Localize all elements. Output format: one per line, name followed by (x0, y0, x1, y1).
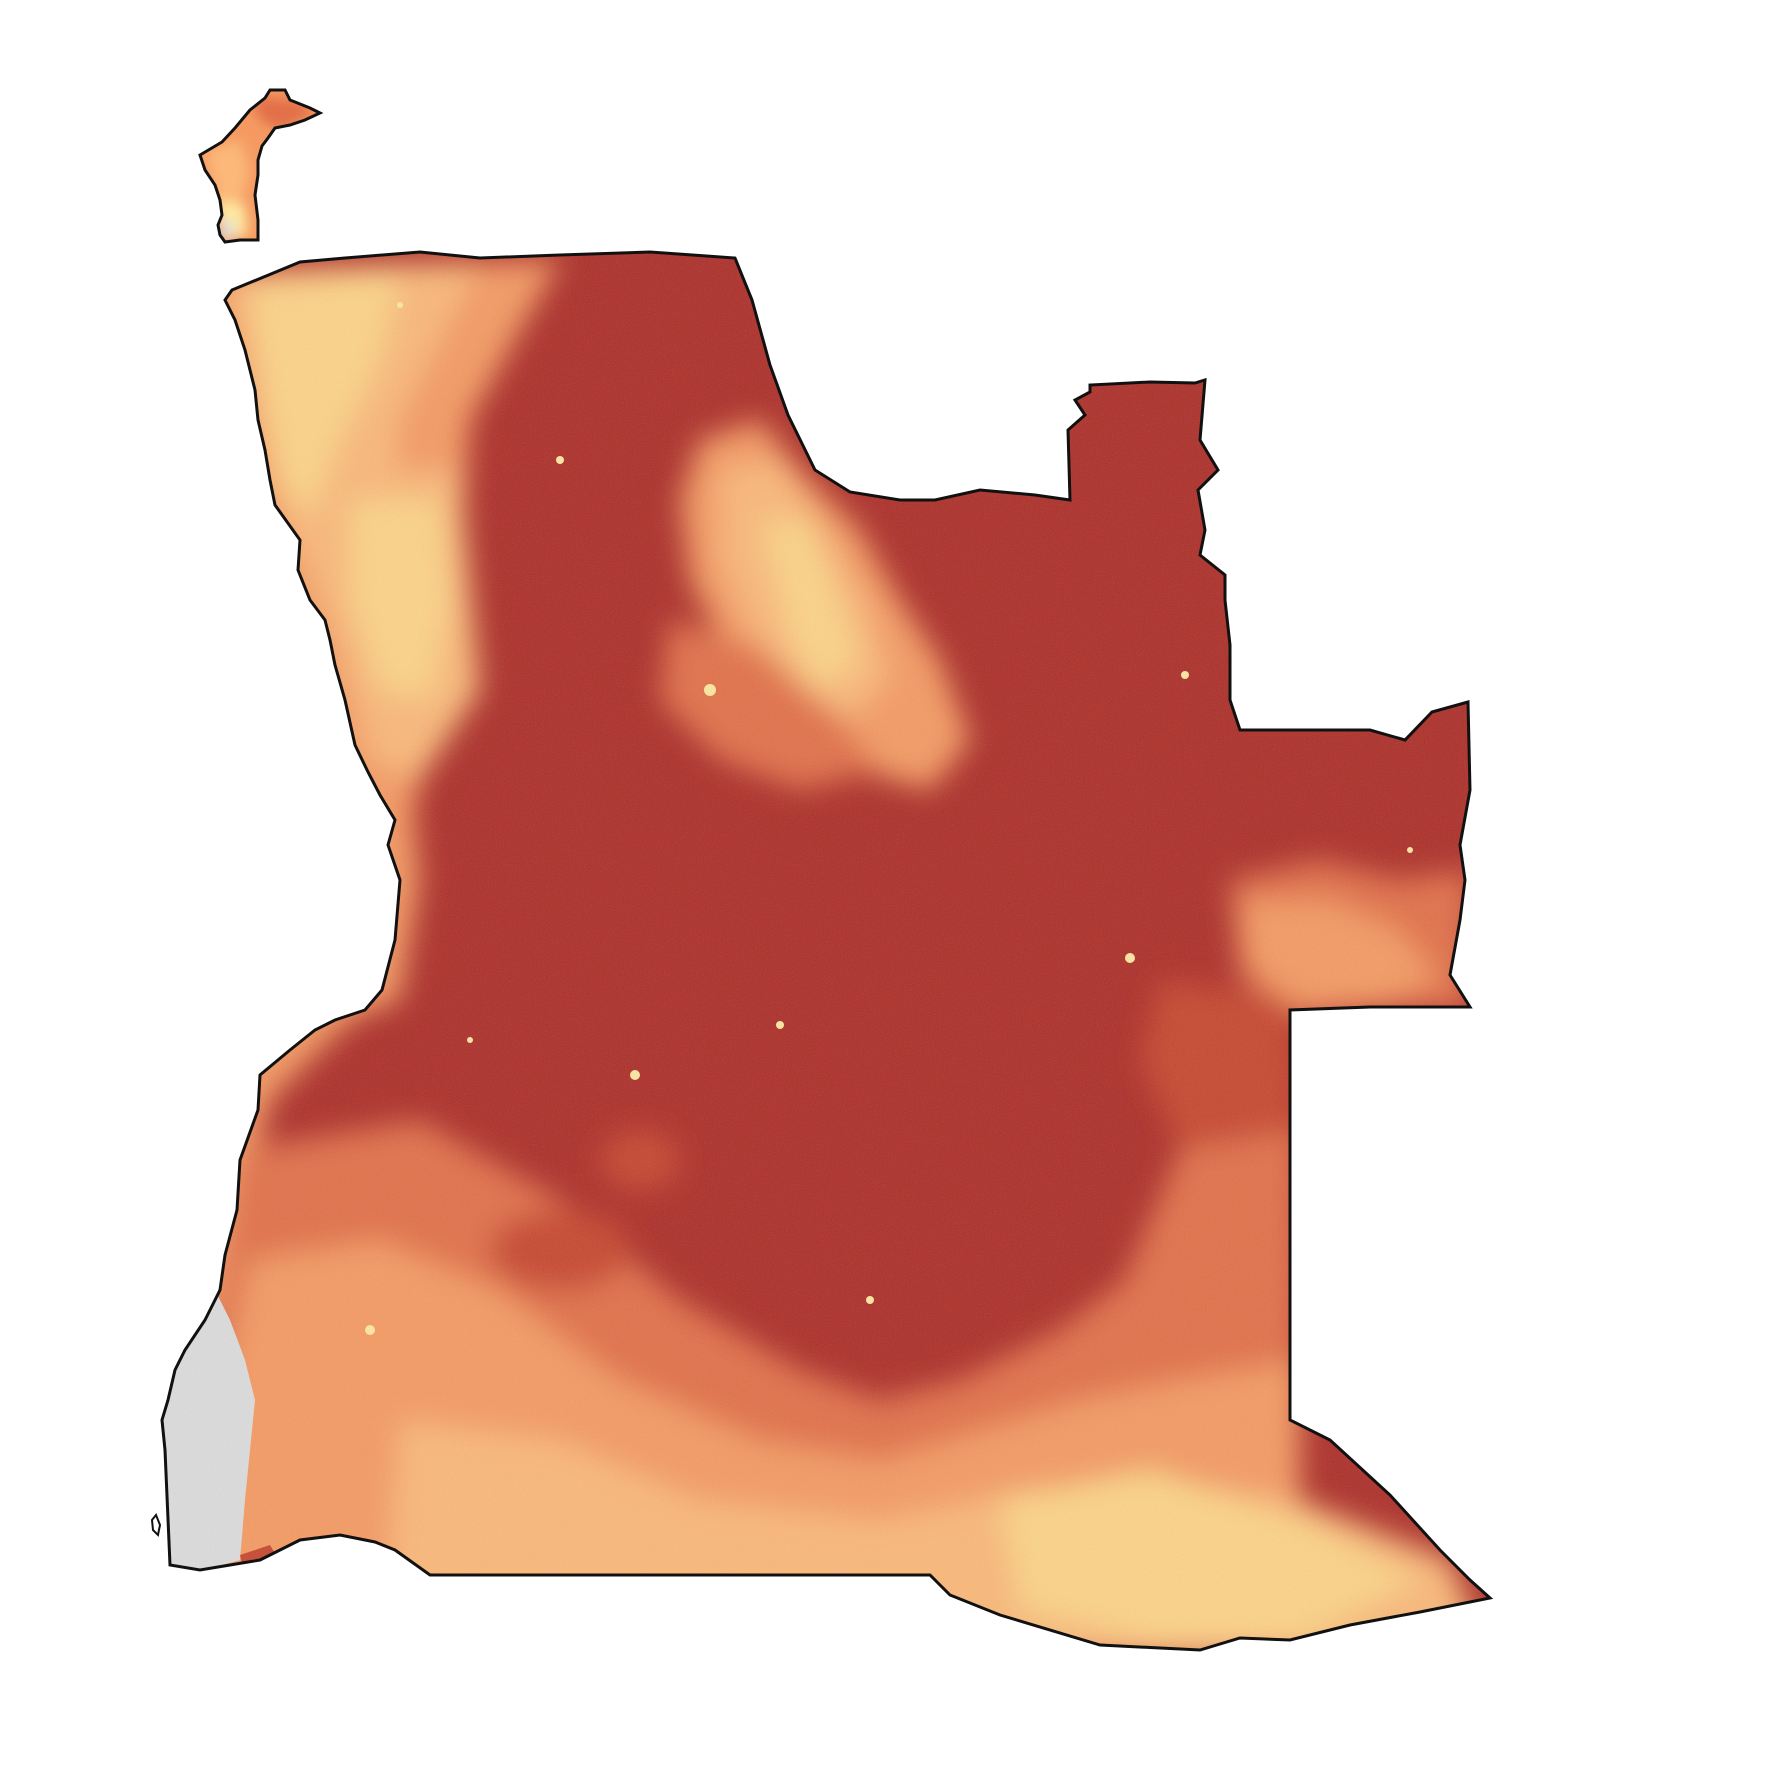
island-outline (150, 1513, 162, 1538)
cabinda-region (200, 90, 320, 242)
raster-texture (162, 252, 1490, 1650)
main-region (162, 252, 1490, 1650)
